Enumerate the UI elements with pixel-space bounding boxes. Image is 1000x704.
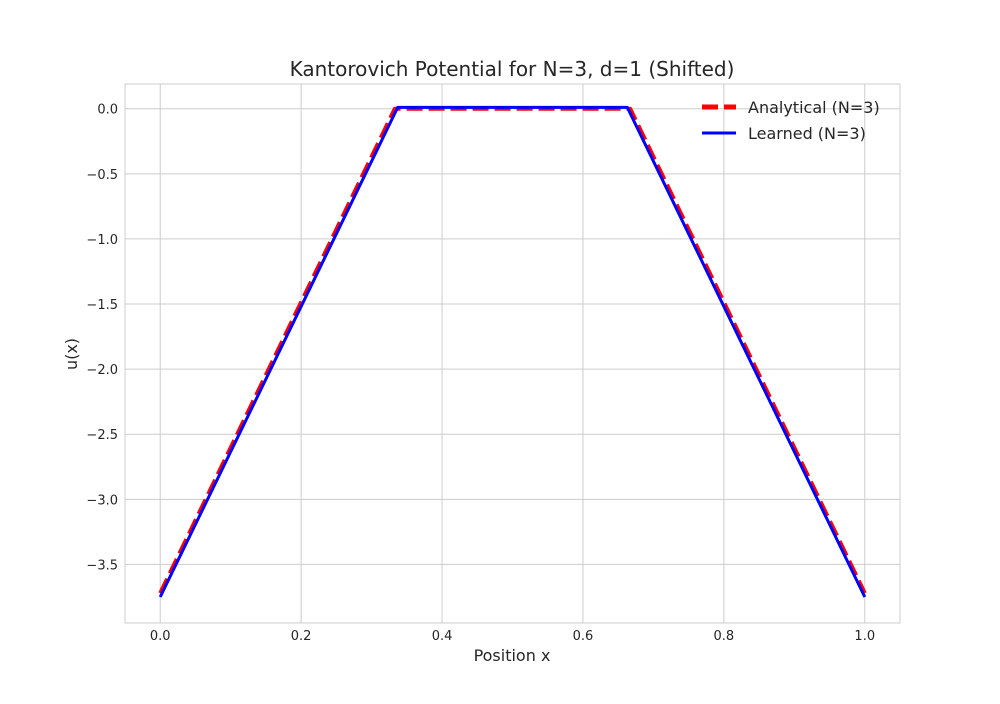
- y-tick-label: −3.0: [86, 493, 118, 508]
- grid: [125, 84, 900, 623]
- legend-label-analytical: Analytical (N=3): [748, 98, 880, 117]
- x-axis-label: Position x: [474, 646, 551, 665]
- y-tick-label: −3.5: [86, 558, 118, 573]
- legend-label-learned: Learned (N=3): [748, 124, 866, 143]
- series-layer: [158, 105, 867, 598]
- x-tick-label: 0.2: [291, 629, 312, 644]
- y-tick-label: −0.5: [86, 168, 118, 183]
- x-tick-label: 1.0: [854, 629, 875, 644]
- y-tick-label: 0.0: [97, 103, 118, 118]
- x-tick-labels: 0.0 0.2 0.4 0.6 0.8 1.0: [150, 629, 875, 644]
- y-tick-label: −1.5: [86, 298, 118, 313]
- x-tick-label: 0.6: [573, 629, 594, 644]
- learned-series-line: [158, 105, 867, 598]
- x-tick-label: 0.0: [150, 629, 171, 644]
- plot-frame: [124, 83, 901, 624]
- legend: Analytical (N=3) Learned (N=3): [702, 98, 880, 143]
- y-tick-label: −1.0: [86, 233, 118, 248]
- y-tick-labels: 0.0 −0.5 −1.0 −1.5 −2.0 −2.5 −3.0 −3.5: [86, 103, 118, 574]
- x-tick-label: 0.4: [432, 629, 453, 644]
- chart-title: Kantorovich Potential for N=3, d=1 (Shif…: [290, 57, 735, 81]
- analytical-series-line: [158, 106, 867, 594]
- y-tick-label: −2.0: [86, 363, 118, 378]
- y-tick-label: −2.5: [86, 428, 118, 443]
- x-tick-label: 0.8: [714, 629, 735, 644]
- y-axis-label: u(x): [62, 338, 81, 370]
